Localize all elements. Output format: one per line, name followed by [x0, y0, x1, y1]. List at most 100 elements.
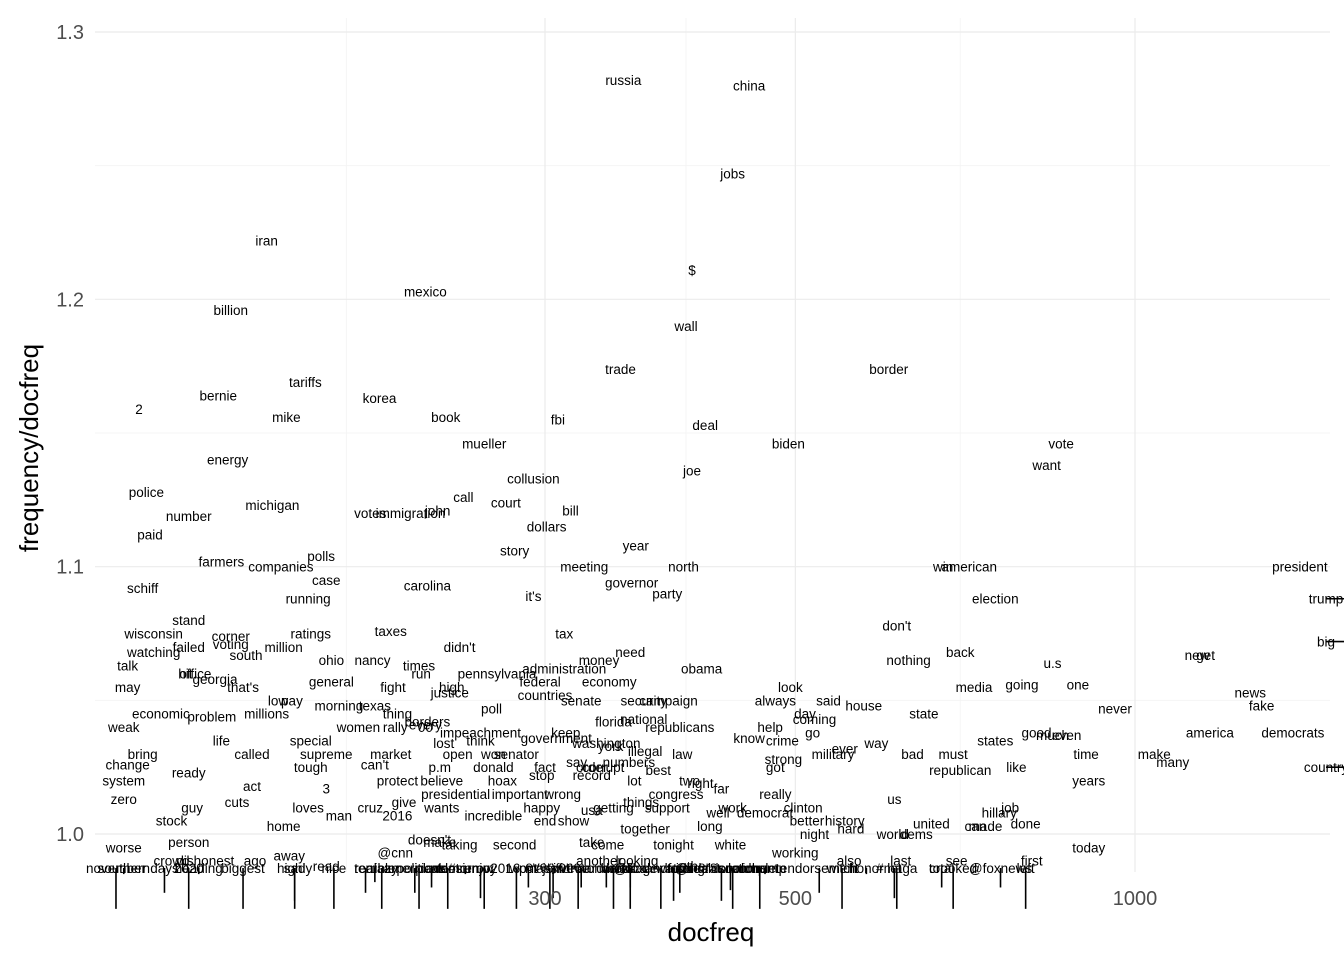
word-label: voting: [213, 637, 249, 652]
word-label: deal: [692, 418, 718, 433]
word-label: heading: [175, 861, 223, 876]
word-label: security: [621, 693, 668, 708]
word-label: ratings: [290, 627, 331, 642]
word-label: dollars: [527, 520, 567, 535]
word-label: make: [423, 835, 456, 850]
word-label: illegal: [628, 744, 663, 759]
word-label: 3: [323, 782, 331, 797]
word-label: tomorrow: [437, 861, 494, 876]
word-label: campaign: [639, 693, 698, 708]
word-label: joe: [682, 463, 701, 478]
word-label: case: [312, 573, 341, 588]
word-label: bill: [562, 504, 579, 519]
word-label: support: [645, 800, 690, 815]
word-label: rally: [383, 720, 408, 735]
word-label: collusion: [507, 471, 560, 486]
word-label: party: [652, 586, 682, 601]
word-label: better: [790, 814, 825, 829]
word-label: dems: [900, 827, 933, 842]
word-label: dishonest: [176, 854, 234, 869]
word-label: crowd: [154, 854, 190, 869]
word-label: job: [1000, 800, 1019, 815]
word-label: failed: [173, 640, 205, 655]
word-label: senator: [494, 747, 540, 762]
word-label: give: [392, 795, 417, 810]
word-label: 00: [418, 720, 433, 735]
word-label: number: [166, 509, 212, 524]
word-label: borders: [405, 715, 451, 730]
word-label: think: [466, 733, 495, 748]
word-label: states: [977, 733, 1013, 748]
word-label: need: [615, 645, 645, 660]
word-label: today: [1072, 840, 1105, 855]
word-label: thing: [383, 707, 412, 722]
word-label: korea: [363, 391, 397, 406]
word-label: washington: [571, 736, 640, 751]
x-tick-label: 500: [779, 888, 812, 910]
word-label: system: [102, 774, 145, 789]
word-label: low: [268, 693, 289, 708]
word-label: two: [679, 774, 700, 789]
word-label: highly: [277, 861, 313, 876]
word-label: problem: [187, 709, 236, 724]
word-label: us: [887, 792, 902, 807]
word-label: man: [326, 808, 352, 823]
word-label: said: [816, 693, 841, 708]
word-label: york: [598, 739, 624, 754]
word-label: state: [909, 707, 938, 722]
word-label: real: [354, 861, 377, 876]
word-label: cruz: [357, 800, 383, 815]
word-label: georgia: [193, 672, 239, 687]
word-label: watching: [126, 645, 180, 660]
word-label: must: [939, 747, 969, 762]
word-label: total: [667, 861, 693, 876]
word-label: carolina: [404, 578, 452, 593]
word-label: really: [759, 787, 792, 802]
word-label: good: [1022, 725, 1052, 740]
word-label: police: [129, 485, 164, 500]
word-label: political: [397, 861, 442, 876]
word-label: numbers: [603, 755, 656, 770]
word-label: u.s: [1043, 656, 1061, 671]
word-label: republicans: [645, 720, 714, 735]
word-label: corner: [212, 629, 251, 644]
word-label: may: [115, 680, 141, 695]
word-label: work: [717, 800, 747, 815]
word-label: bad: [901, 747, 924, 762]
word-label: like: [1006, 760, 1026, 775]
word-label: away: [273, 848, 305, 863]
word-label: won: [480, 747, 506, 762]
word-label: florida: [595, 715, 632, 730]
word-label: join: [542, 861, 564, 876]
word-label: want: [1031, 458, 1061, 473]
word-label: november: [86, 861, 147, 876]
y-tick-label: 1.1: [56, 557, 84, 579]
word-label: watch: [655, 861, 691, 876]
word-label: enjoy: [464, 861, 497, 876]
word-label: #maga: [876, 861, 918, 876]
word-label: country: [1304, 760, 1344, 775]
word-label: texas: [359, 699, 392, 714]
word-label: mike: [272, 410, 301, 425]
word-label: way: [863, 736, 888, 751]
word-label: got: [766, 760, 785, 775]
word-label: order: [576, 760, 608, 775]
major-gridlines: [95, 18, 1330, 872]
word-label: person: [168, 835, 209, 850]
word-label: trump: [1309, 592, 1344, 607]
word-label: that's: [227, 680, 259, 695]
word-label: house: [845, 699, 882, 714]
word-label: run: [411, 667, 431, 682]
word-label: votes: [354, 506, 387, 521]
word-label: schiff: [127, 581, 159, 596]
word-label: economy: [582, 675, 637, 690]
word-label: massive: [525, 861, 575, 876]
word-label: wrong: [543, 787, 581, 802]
word-label: ago: [244, 854, 267, 869]
word-label: united: [913, 816, 950, 831]
word-label: record: [573, 768, 611, 783]
word-label: @cnn: [377, 846, 412, 861]
word-label: biden: [772, 437, 805, 452]
word-label: law: [672, 747, 693, 762]
word-label: book: [431, 410, 461, 425]
